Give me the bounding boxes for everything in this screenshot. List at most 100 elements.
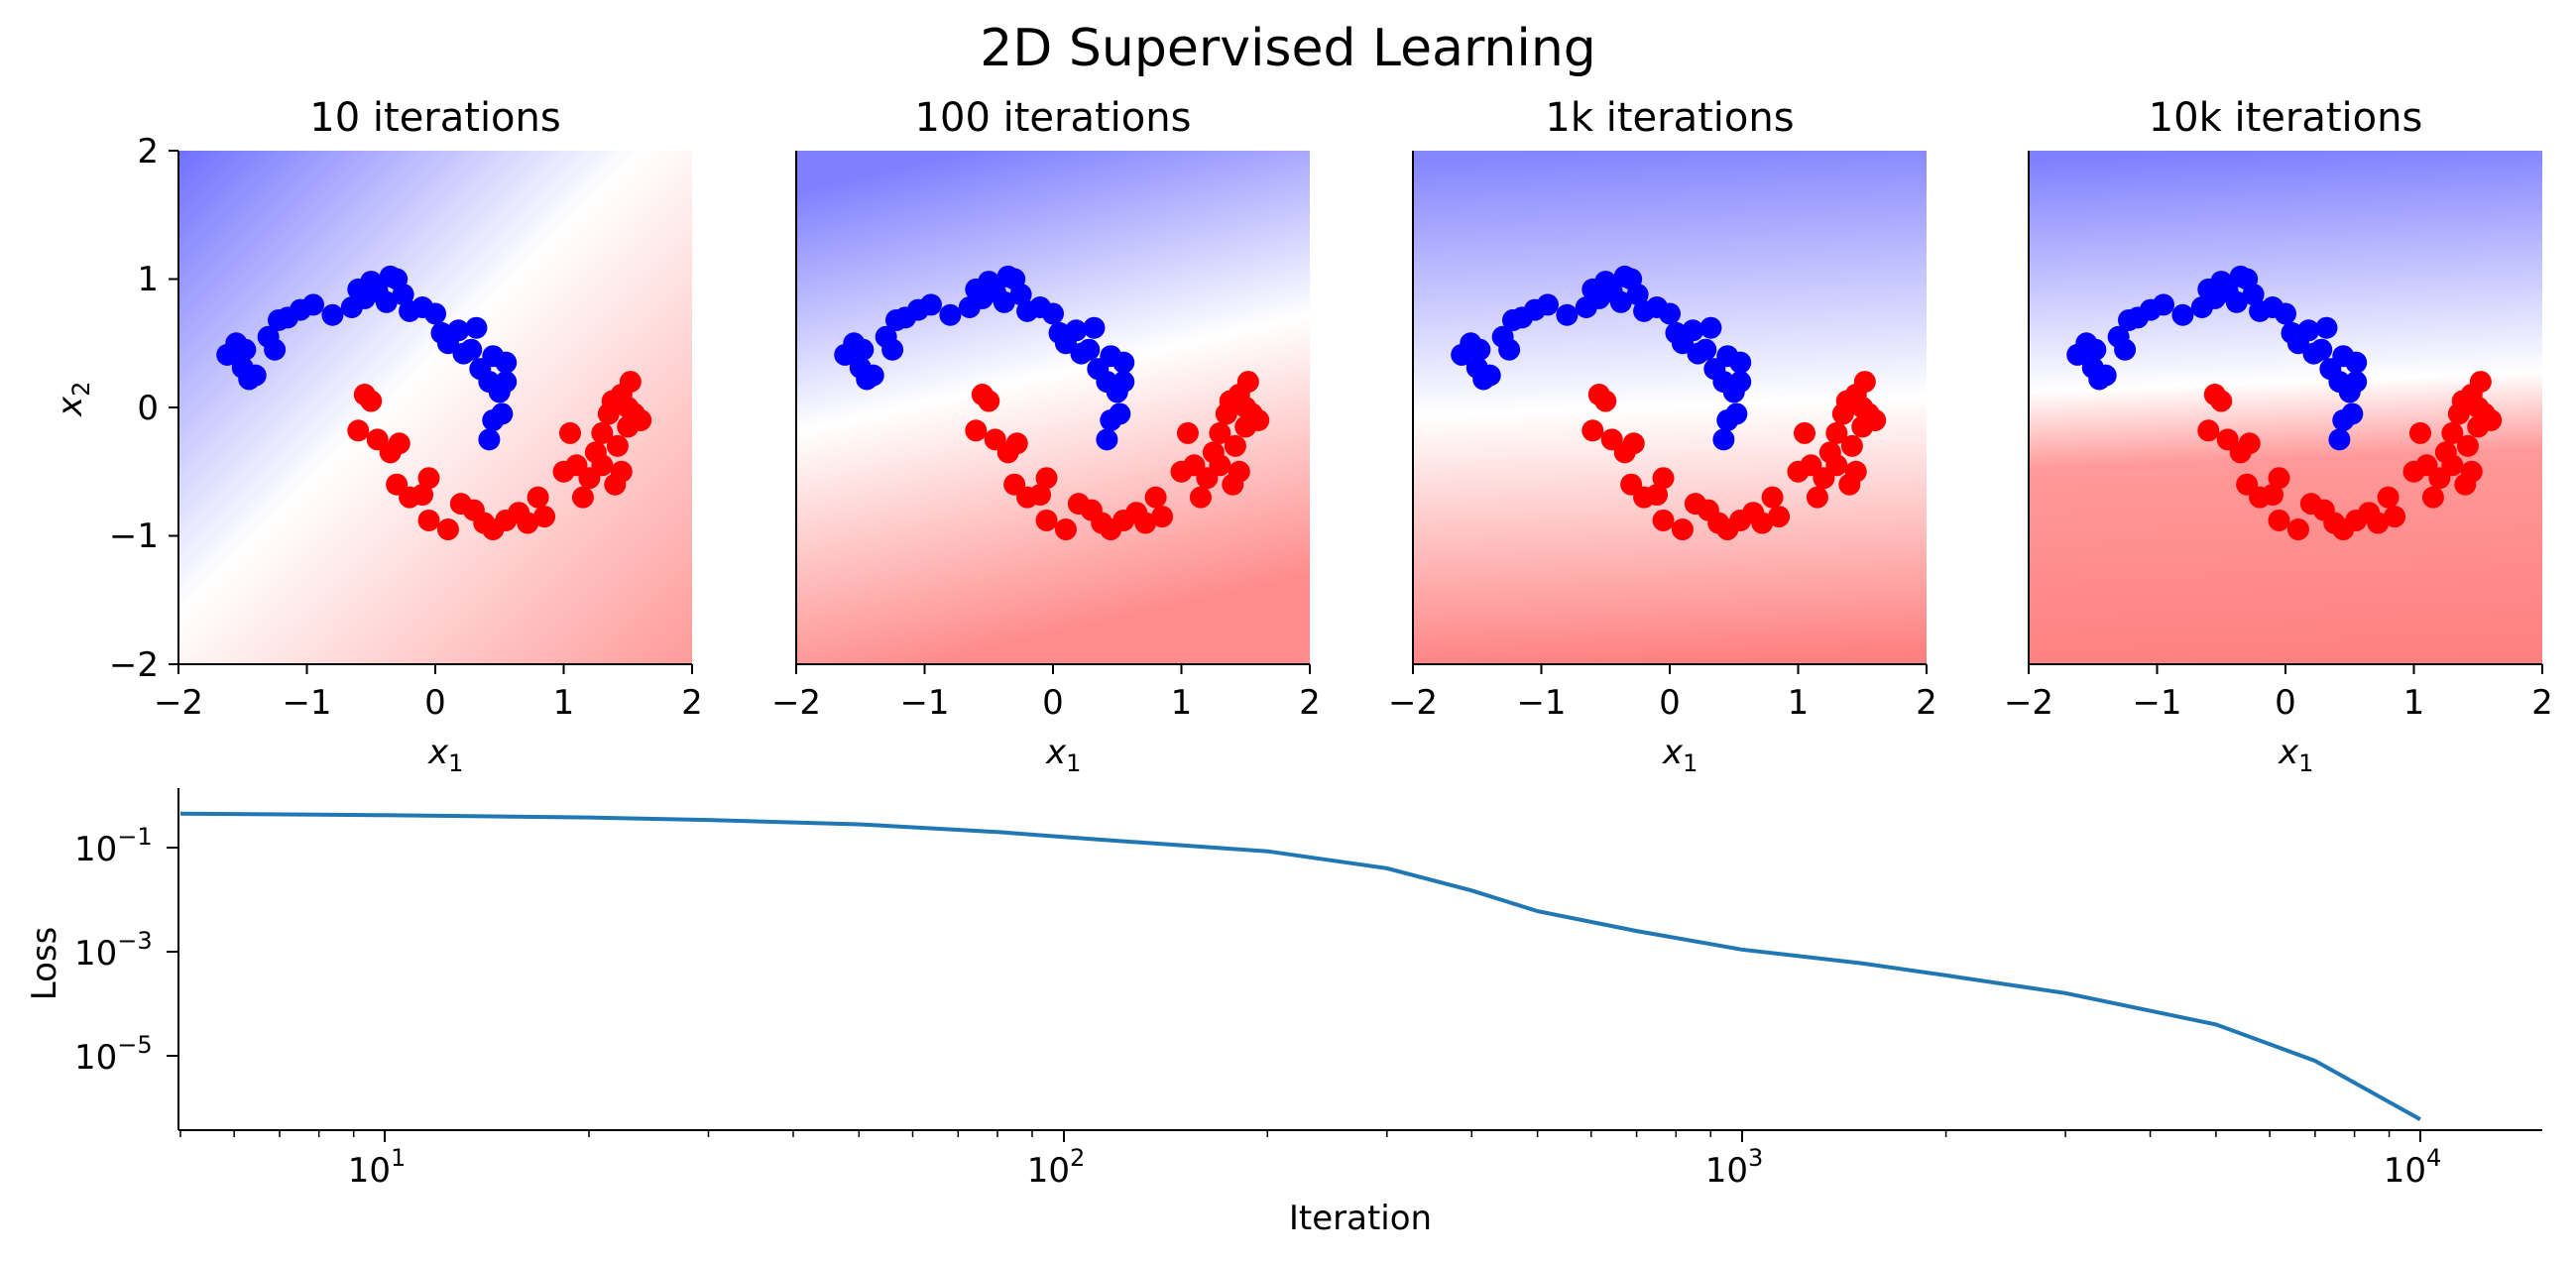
class-a-point <box>379 265 402 287</box>
panel-3-xtick-label: 0 <box>1659 683 1681 723</box>
class-b-point <box>1144 486 1167 509</box>
panel-4-xtick-label: 1 <box>2403 683 2425 723</box>
panel-4-xtick-label: 2 <box>2531 683 2553 723</box>
class-b-point <box>449 493 472 516</box>
class-b-point <box>1029 484 1052 507</box>
class-b-point <box>1652 467 1675 490</box>
loss-plot: 101 102 103 104 10−1 10−3 10−5 Iteration… <box>25 788 2542 1238</box>
class-a-point <box>2197 278 2220 300</box>
panel-2-xtick-label: 2 <box>1299 683 1321 723</box>
class-b-point <box>1209 421 1231 444</box>
class-a-point <box>965 278 988 300</box>
class-b-point <box>1768 506 1791 528</box>
class-b-point <box>1067 493 1090 516</box>
class-a-point <box>2297 319 2320 342</box>
class-a-point <box>2094 364 2117 387</box>
class-a-point <box>264 338 287 361</box>
class-a-point <box>1581 278 1604 300</box>
loss-xticks: 101 102 103 104 <box>348 1130 2441 1191</box>
figure-title: 2D Supervised Learning <box>980 19 1596 78</box>
panel-2-xtick-label: −1 <box>899 683 949 723</box>
class-b-point <box>2367 512 2390 534</box>
panel-3: 1k iterations −2 −1 0 1 2 x1 <box>1388 95 1937 777</box>
panel-3-xtick-label: −1 <box>1516 683 1566 723</box>
panel-1-ytick-label: −1 <box>109 517 159 556</box>
class-b-point <box>2210 390 2233 412</box>
loss-xtick-label: 103 <box>1705 1144 1764 1191</box>
panel-4-xticks: −2 −1 0 1 2 <box>2004 664 2553 723</box>
class-a-point <box>1065 319 1088 342</box>
loss-line <box>179 811 2421 1121</box>
panel-3-title: 1k iterations <box>1545 95 1794 141</box>
class-a-point <box>862 364 884 387</box>
panel-2-title: 100 iterations <box>915 95 1192 141</box>
class-a-point <box>321 303 344 326</box>
class-a-point <box>447 319 470 342</box>
class-a-point <box>993 290 1015 313</box>
class-a-point <box>465 316 488 339</box>
panel-4-xtick-label: 0 <box>2275 683 2296 723</box>
class-b-point <box>1176 421 1199 444</box>
class-b-point <box>1684 493 1706 516</box>
class-a-point <box>1695 338 1717 361</box>
class-a-point <box>1009 284 1032 306</box>
class-a-point <box>2310 338 2333 361</box>
class-b-point <box>1844 460 1867 483</box>
panel-1-ytick-label: 0 <box>137 389 159 428</box>
class-a-point <box>1712 428 1735 451</box>
class-b-point <box>411 484 434 507</box>
class-a-point <box>1096 428 1118 451</box>
loss-xlabel: Iteration <box>1289 1199 1432 1238</box>
class-a-point <box>1556 303 1579 326</box>
class-a-point <box>1078 338 1101 361</box>
class-b-point <box>1761 486 1784 509</box>
class-a-point <box>392 284 414 306</box>
class-a-point <box>1100 408 1122 431</box>
class-b-point <box>571 486 594 509</box>
panel-1-xticks: −2 −1 0 1 2 <box>154 664 703 723</box>
panel-1: 10 iterations −2 −1 0 1 2 2 1 0 −1 <box>51 95 703 777</box>
loss-xtick-label: 101 <box>348 1144 407 1191</box>
class-a-point <box>881 338 904 361</box>
class-b-point <box>558 421 581 444</box>
class-b-point <box>2268 467 2290 490</box>
class-b-point <box>606 434 629 457</box>
class-a-point <box>482 408 505 431</box>
class-b-point <box>2238 432 2261 455</box>
panel-4: 10k iterations −2 −1 0 1 2 x1 <box>2004 95 2553 777</box>
class-b-point <box>1671 518 1694 541</box>
class-b-point <box>1228 460 1250 483</box>
class-b-point <box>2460 460 2483 483</box>
loss-minor-ticks <box>179 1130 2391 1137</box>
class-b-point <box>417 467 440 490</box>
class-b-point <box>1652 509 1675 531</box>
class-a-point <box>2242 284 2265 306</box>
panel-1-xlabel: x1 <box>427 733 463 777</box>
class-b-point <box>591 454 614 477</box>
panel-4-title: 10k iterations <box>2149 95 2423 141</box>
class-a-point <box>1536 293 1559 316</box>
class-b-point <box>2421 486 2444 509</box>
class-b-point <box>2408 421 2431 444</box>
class-b-point <box>2384 506 2406 528</box>
panel-3-xtick-label: −2 <box>1388 683 1438 723</box>
class-b-point <box>1035 467 1058 490</box>
class-b-point <box>527 486 549 509</box>
panel-3-xticks: −2 −1 0 1 2 <box>1388 664 1937 723</box>
class-b-point <box>1134 512 1157 534</box>
panel-4-points <box>2066 265 2503 541</box>
class-b-point <box>591 421 614 444</box>
class-a-point <box>495 371 518 394</box>
class-b-point <box>2456 434 2479 457</box>
class-a-point <box>1626 284 1649 306</box>
class-a-point <box>347 278 370 300</box>
panel-4-xlabel: x1 <box>2278 733 2313 777</box>
panel-3-xtick-label: 1 <box>1788 683 1810 723</box>
class-a-point <box>996 265 1019 287</box>
class-b-point <box>347 419 370 442</box>
class-a-point <box>478 428 501 451</box>
panel-2-xtick-label: −2 <box>771 683 821 723</box>
loss-ylabel: Loss <box>25 927 64 1001</box>
class-b-point <box>1234 397 1257 418</box>
